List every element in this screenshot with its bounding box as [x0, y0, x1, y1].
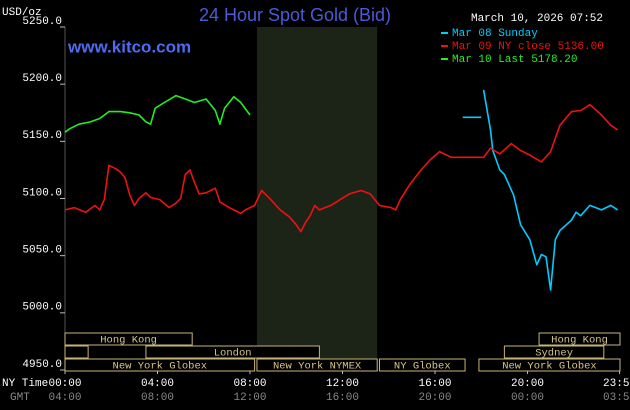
legend-label: Mar 08 Sunday — [452, 28, 538, 40]
x2-tick-label: 20:00 — [418, 392, 451, 404]
session-label: Sydney — [535, 347, 573, 359]
y-axis-label: USD/oz — [2, 7, 42, 19]
timestamp: March 10, 2026 07:52 — [471, 13, 603, 25]
price-line — [462, 89, 619, 291]
x2-tick-label: 03:59 — [603, 392, 630, 404]
x2-tick-label: 12:00 — [233, 392, 266, 404]
session-label: New York NYMEX — [273, 360, 362, 372]
x-tick-label: 12:00 — [326, 378, 359, 390]
price-line — [64, 94, 251, 133]
y-tick-label: 5000.0 — [22, 302, 62, 314]
session-box — [64, 358, 256, 372]
session-box — [256, 358, 378, 372]
session-box — [503, 345, 605, 359]
x2-tick-label: 16:00 — [326, 392, 359, 404]
x2-tick-label: 04:00 — [48, 392, 81, 404]
y-tick-label: 5150.0 — [22, 130, 62, 142]
chart-title: 24 Hour Spot Gold (Bid) — [199, 5, 391, 25]
y-tick-label: 5100.0 — [22, 187, 62, 199]
plot-area — [64, 27, 619, 370]
session-label: Hong Kong — [551, 334, 608, 346]
x-tick-label: 08:00 — [233, 378, 266, 390]
price-line — [64, 103, 619, 233]
session-box — [145, 345, 320, 359]
x-tick-label: 00:00 — [48, 378, 81, 390]
session-box — [379, 358, 466, 372]
watermark: www.kitco.com — [67, 37, 191, 56]
session-box — [64, 345, 89, 359]
session-highlight — [256, 27, 378, 370]
x-tick-label: 04:00 — [141, 378, 174, 390]
y-tick-label: 4950.0 — [22, 359, 62, 371]
y-tick-label: 5050.0 — [22, 245, 62, 257]
session-box — [64, 332, 193, 346]
x2-tick-label: 08:00 — [141, 392, 174, 404]
session-label: NY Globex — [394, 360, 451, 372]
session-label: Hong Kong — [100, 334, 157, 346]
session-label: New York Globex — [502, 360, 597, 372]
legend-label: Mar 09 NY close 5136.00 — [452, 41, 604, 53]
x-tick-label: 23:59 — [603, 378, 630, 390]
session-label: New York Globex — [113, 360, 208, 372]
x2-axis-label: GMT — [10, 392, 30, 404]
x-axis-label: NY Time — [2, 378, 48, 390]
session-box — [538, 332, 621, 346]
session-label: London — [214, 347, 252, 359]
y-tick-label: 5200.0 — [22, 73, 62, 85]
x2-tick-label: 00:00 — [511, 392, 544, 404]
x-tick-label: 20:00 — [511, 378, 544, 390]
session-box — [478, 358, 621, 372]
x-tick-label: 16:00 — [418, 378, 451, 390]
legend-label: Mar 10 Last 5178.20 — [452, 54, 577, 66]
y-tick-label: 5250.0 — [22, 16, 62, 28]
